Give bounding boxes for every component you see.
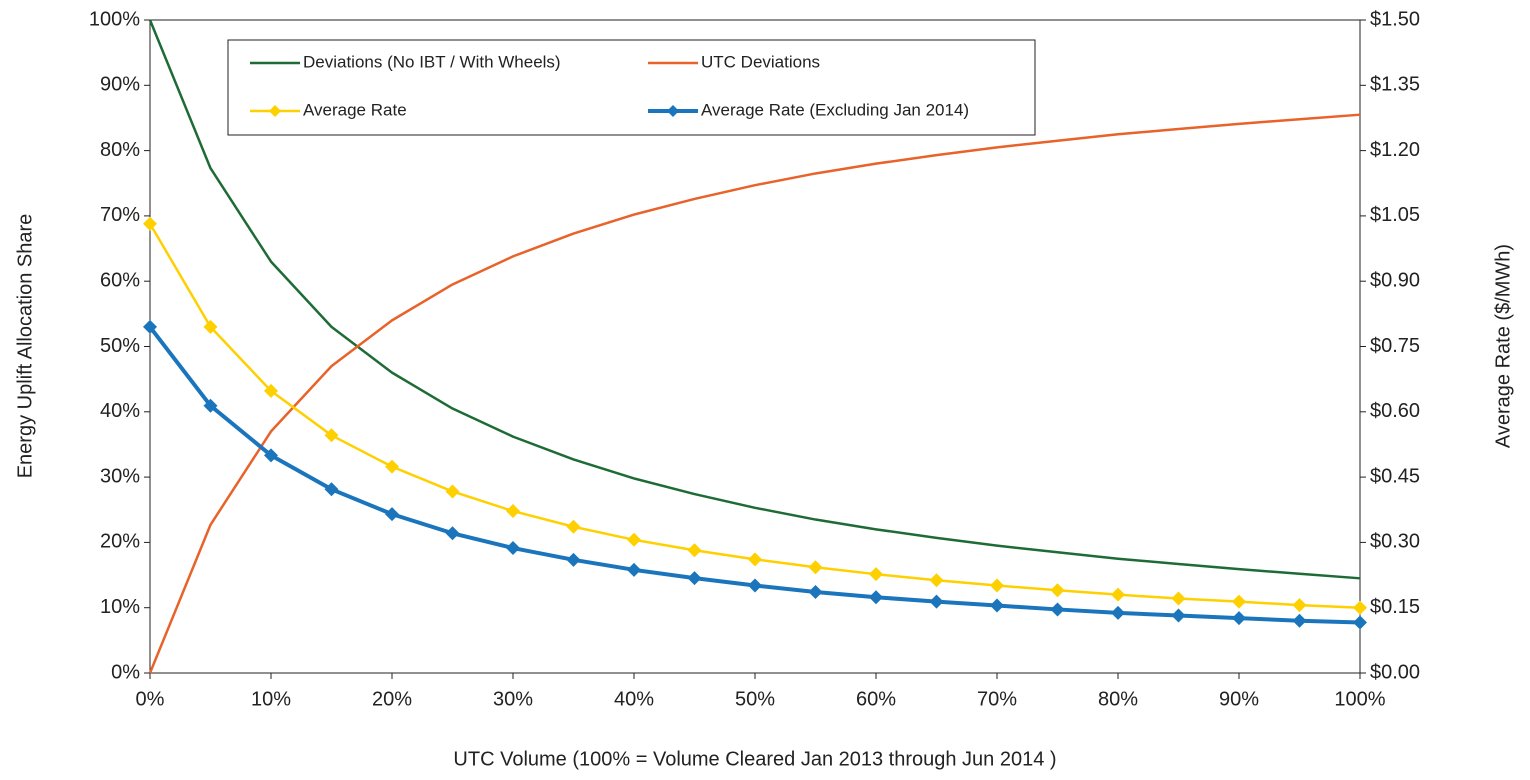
data-point	[808, 560, 823, 575]
data-point	[445, 526, 460, 541]
y-tick-label: 30%	[100, 465, 140, 487]
data-point	[687, 543, 702, 558]
data-point	[1292, 613, 1307, 628]
y-tick-label: 50%	[100, 335, 140, 357]
data-point	[143, 216, 157, 231]
data-point	[445, 484, 460, 499]
data-point	[869, 567, 883, 582]
series-line	[148, 325, 1361, 625]
legend-label: UTC Deviations	[701, 52, 820, 71]
y-tick-label: 100%	[89, 8, 140, 30]
data-point	[929, 594, 944, 609]
x-tick-label: 10%	[251, 688, 291, 710]
data-point	[203, 398, 218, 413]
data-point	[506, 541, 520, 556]
data-point	[203, 319, 218, 334]
data-point	[627, 532, 641, 547]
x-tick-label: 60%	[856, 688, 896, 710]
data-point	[748, 578, 762, 593]
y2-tick-label: $0.75	[1370, 335, 1420, 357]
data-point	[1353, 615, 1367, 630]
legend-box	[227, 39, 1036, 136]
x-tick-label: 20%	[372, 688, 412, 710]
series-line	[148, 19, 1361, 580]
y-tick-label: 40%	[100, 400, 140, 422]
data-point	[385, 507, 399, 522]
legend-marker	[269, 105, 281, 117]
y-tick-label: 90%	[100, 74, 140, 96]
data-point	[385, 459, 399, 474]
data-point	[748, 552, 762, 567]
y2-tick-label: $1.50	[1370, 8, 1420, 30]
y-tick-label: 10%	[100, 596, 140, 618]
y2-tick-label: $1.05	[1370, 204, 1420, 226]
x-tick-label: 70%	[977, 688, 1017, 710]
data-point	[1050, 583, 1065, 598]
y2-tick-label: $1.35	[1370, 74, 1420, 96]
y2-tick-label: $0.00	[1370, 661, 1420, 683]
y-tick-label: 70%	[100, 204, 140, 226]
y2-tick-label: $0.15	[1370, 596, 1420, 618]
data-point	[1171, 591, 1186, 606]
data-point	[1111, 587, 1125, 602]
y-axis-title: Energy Uplift Allocation Share	[14, 214, 36, 479]
y-tick-label: 0%	[111, 661, 140, 683]
legend-label: Average Rate (Excluding Jan 2014)	[701, 100, 969, 119]
data-point	[1292, 598, 1307, 613]
data-point	[324, 482, 339, 497]
data-point	[990, 578, 1004, 593]
data-point	[808, 585, 823, 600]
data-point	[990, 598, 1004, 613]
x-tick-label: 90%	[1219, 688, 1259, 710]
data-point	[869, 590, 883, 605]
x-tick-label: 0%	[136, 688, 165, 710]
data-point	[1050, 602, 1065, 617]
x-tick-label: 40%	[614, 688, 654, 710]
data-point	[264, 448, 278, 463]
data-point	[687, 571, 702, 586]
y2-tick-label: $0.45	[1370, 465, 1420, 487]
y2-tick-label: $1.20	[1370, 139, 1420, 161]
data-point	[1111, 605, 1125, 620]
data-point	[324, 428, 339, 443]
data-point	[1353, 600, 1367, 615]
legend-label: Deviations (No IBT / With Wheels)	[303, 52, 561, 71]
series-line	[148, 113, 1361, 674]
y-tick-label: 80%	[100, 139, 140, 161]
x-tick-label: 100%	[1334, 688, 1385, 710]
data-point	[929, 573, 944, 588]
data-point	[264, 383, 278, 398]
legend-marker	[667, 105, 679, 117]
data-point	[1171, 608, 1186, 623]
y2-axis-title: Average Rate ($/MWh)	[1492, 244, 1514, 448]
x-tick-label: 30%	[493, 688, 533, 710]
data-point	[627, 562, 641, 577]
data-point	[506, 504, 520, 519]
x-tick-label: 50%	[735, 688, 775, 710]
legend-label: Average Rate	[303, 100, 407, 119]
data-point	[143, 319, 157, 334]
data-point	[566, 519, 581, 534]
x-tick-label: 80%	[1098, 688, 1138, 710]
y-tick-label: 20%	[100, 531, 140, 553]
series-line	[148, 223, 1361, 609]
y2-tick-label: $0.30	[1370, 531, 1420, 553]
data-point	[1232, 594, 1246, 609]
y2-tick-label: $0.90	[1370, 269, 1420, 291]
data-point	[1232, 611, 1246, 626]
x-axis-title: UTC Volume (100% = Volume Cleared Jan 20…	[453, 748, 1056, 770]
y2-tick-label: $0.60	[1370, 400, 1420, 422]
data-point	[566, 552, 581, 567]
y-tick-label: 60%	[100, 269, 140, 291]
